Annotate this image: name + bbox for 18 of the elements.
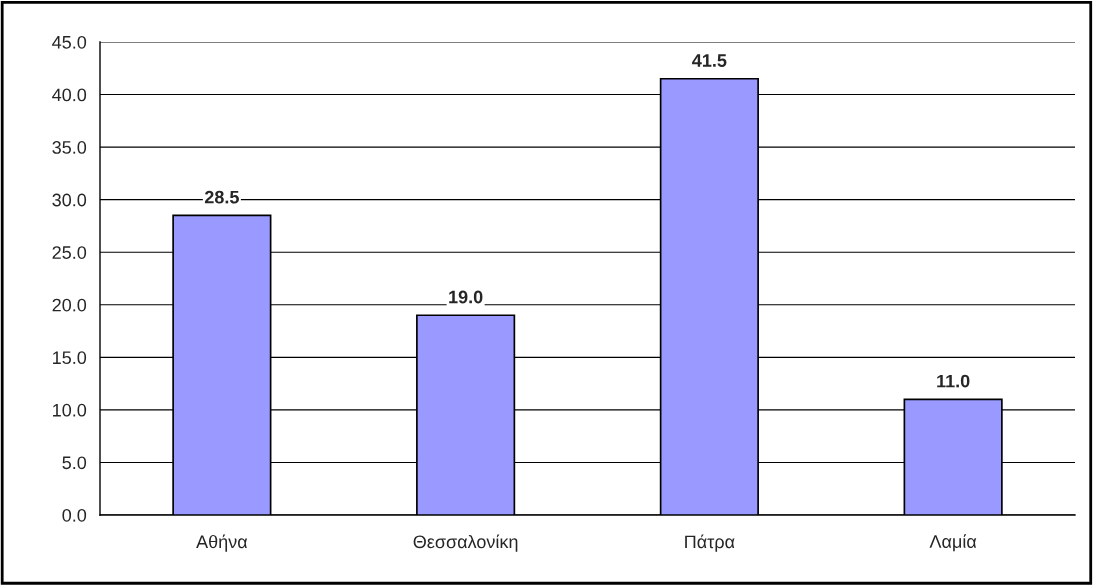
y-tick-label: 20.0 <box>52 298 87 312</box>
data-label: 41.5 <box>692 54 727 67</box>
data-label: 19.0 <box>449 290 483 304</box>
y-tick-label: 35.0 <box>52 141 87 154</box>
y-tick-label: 10.0 <box>53 403 87 417</box>
x-tick-label: Πάτρα <box>685 534 735 552</box>
y-tick-label: 25.0 <box>52 246 87 259</box>
x-tick-label: Αθήνα <box>196 534 248 552</box>
x-tick-label: Λαμία <box>929 534 977 552</box>
y-tick-label: 15.0 <box>53 351 87 365</box>
y-tick-label: 5.0 <box>62 456 87 470</box>
y-tick-label: 45.0 <box>52 35 87 49</box>
data-label: 28.5 <box>204 190 239 204</box>
y-tick-label: 0.0 <box>62 508 87 522</box>
data-label: 11.0 <box>937 374 970 388</box>
x-tick-label: Θεσσαλονίκη <box>413 534 518 552</box>
y-tick-label: 40.0 <box>52 88 87 102</box>
y-tick-label: 30.0 <box>52 193 87 207</box>
